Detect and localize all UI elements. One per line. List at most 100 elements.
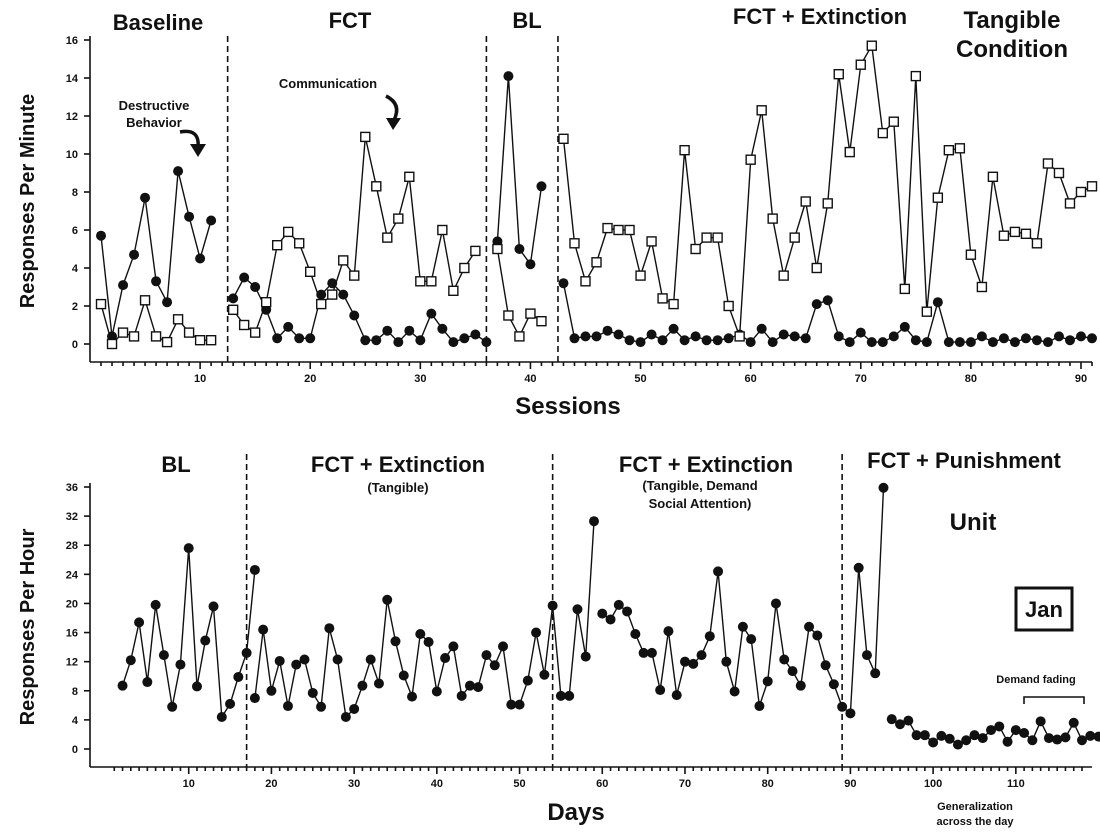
data-point-square xyxy=(558,133,569,145)
data-point-circle xyxy=(489,660,500,671)
phase-sublabel: (Tangible) xyxy=(367,480,428,495)
data-point-circle xyxy=(580,331,591,342)
data-point-circle xyxy=(870,668,881,679)
data-point-circle xyxy=(1035,716,1046,727)
data-point-circle xyxy=(701,335,712,346)
data-point-square xyxy=(106,338,118,350)
data-point-circle xyxy=(503,71,514,82)
y-tick-label: 4 xyxy=(72,263,79,275)
data-point-circle xyxy=(473,682,484,693)
series-line xyxy=(100,170,212,337)
x-tick-label: 110 xyxy=(1007,778,1025,790)
data-point-square xyxy=(679,144,690,156)
data-point-circle xyxy=(1064,335,1075,346)
data-point-square xyxy=(514,331,525,342)
data-point-square xyxy=(712,232,723,243)
annotation-arrow xyxy=(385,94,399,121)
data-point-circle xyxy=(602,325,613,336)
unit-label: Unit xyxy=(950,509,997,536)
data-point-square xyxy=(767,213,778,224)
data-point-square xyxy=(932,192,944,203)
data-point-circle xyxy=(206,215,217,226)
x-tick-label: 70 xyxy=(679,778,691,790)
data-point-circle xyxy=(657,335,668,346)
data-point-circle xyxy=(986,725,997,736)
data-point-circle xyxy=(415,629,426,640)
data-point-circle xyxy=(1009,337,1020,348)
data-point-circle xyxy=(965,337,976,348)
series-line xyxy=(121,548,256,720)
series-1 xyxy=(117,482,1100,750)
data-point-square xyxy=(305,266,316,277)
data-point-circle xyxy=(952,739,963,750)
data-point-circle xyxy=(690,331,701,342)
data-point-circle xyxy=(729,686,740,697)
data-point-circle xyxy=(282,701,293,712)
y-tick-label: 0 xyxy=(72,744,78,756)
data-point-circle xyxy=(239,272,250,283)
data-point-circle xyxy=(1085,730,1096,741)
data-point-circle xyxy=(340,711,351,722)
data-point-circle xyxy=(249,693,260,704)
data-point-circle xyxy=(274,655,285,666)
data-point-square xyxy=(690,243,701,255)
data-point-circle xyxy=(233,671,244,682)
x-tick-label: 50 xyxy=(513,778,525,790)
data-point-circle xyxy=(866,337,877,348)
data-point-circle xyxy=(241,647,252,658)
data-point-circle xyxy=(382,325,393,336)
y-tick-label: 16 xyxy=(66,628,78,640)
data-point-circle xyxy=(338,289,349,300)
series-line xyxy=(496,76,543,267)
data-point-square xyxy=(866,40,877,51)
data-point-circle xyxy=(437,323,448,334)
data-point-circle xyxy=(299,654,310,665)
data-point-circle xyxy=(754,701,765,712)
data-point-square xyxy=(756,105,767,116)
data-point-circle xyxy=(789,331,800,342)
data-point-circle xyxy=(921,337,932,348)
x-tick-label: 80 xyxy=(965,373,977,385)
y-tick-label: 12 xyxy=(66,657,78,669)
data-point-circle xyxy=(987,337,998,348)
data-point-circle xyxy=(448,641,459,652)
data-point-circle xyxy=(655,685,666,696)
data-point-square xyxy=(888,116,900,127)
data-point-square xyxy=(205,335,217,346)
data-point-circle xyxy=(787,666,798,677)
y-tick-label: 28 xyxy=(66,540,78,552)
x-tick-label: 30 xyxy=(414,373,426,385)
data-point-circle xyxy=(498,641,509,652)
y-axis-title: Responses Per Minute xyxy=(17,94,39,309)
data-point-circle xyxy=(431,686,442,697)
data-point-square xyxy=(602,222,613,234)
data-point-circle xyxy=(756,323,767,334)
data-point-square xyxy=(183,327,195,338)
data-point-square xyxy=(811,262,822,274)
data-point-circle xyxy=(779,654,790,665)
data-point-square xyxy=(536,316,547,327)
y-tick-label: 24 xyxy=(66,569,79,581)
x-tick-label: 60 xyxy=(596,778,608,790)
data-point-circle xyxy=(158,650,169,661)
data-point-square xyxy=(635,270,646,281)
data-point-square xyxy=(503,310,514,321)
data-point-circle xyxy=(250,282,261,292)
data-point-circle xyxy=(635,337,646,348)
data-point-circle xyxy=(613,329,624,340)
phase-label-bl: BL xyxy=(161,452,190,477)
data-point-circle xyxy=(795,680,806,691)
data-point-circle xyxy=(737,621,748,632)
data-point-circle xyxy=(622,606,633,617)
data-point-circle xyxy=(861,650,872,661)
arrowhead xyxy=(386,118,401,130)
data-point-circle xyxy=(1077,735,1087,746)
data-point-circle xyxy=(129,249,140,260)
month-box xyxy=(1014,586,1074,632)
data-point-circle xyxy=(688,658,699,669)
data-point-circle xyxy=(558,278,569,289)
data-point-circle xyxy=(886,714,897,725)
data-point-square xyxy=(910,70,922,82)
y-tick-label: 36 xyxy=(66,482,78,494)
data-point-circle xyxy=(283,321,294,332)
